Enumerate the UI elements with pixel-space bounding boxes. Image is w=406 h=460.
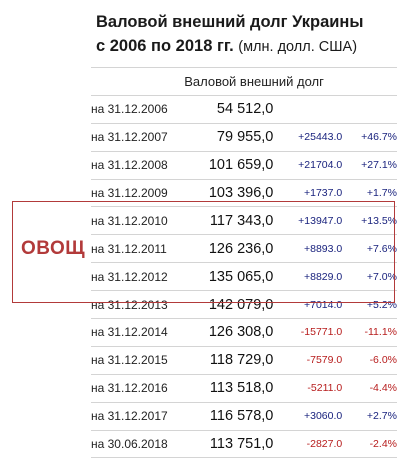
table-body: на 31.12.2006 54 512,0 на 31.12.2007 79 955… [91,95,397,459]
table-row: на 31.12.2014 126 308,0 -15771.0 -11.1% [91,318,397,347]
row-change-pct: +7.0% [342,262,397,292]
table-header-row: Валовой внешний долг [91,67,397,96]
table-row: на 31.12.2011 126 236,0 +8893.0 +7.6% [91,234,397,264]
row-change-abs [273,95,343,124]
row-change-abs: +25443.0 [273,123,343,152]
row-change-pct: +27.1% [342,151,397,180]
row-date: на 31.12.2016 [91,374,185,403]
row-value: 113 518,0 [184,374,274,403]
row-change-pct: +2.7% [342,402,397,431]
row-date: на 31.12.2014 [91,318,185,347]
table-row: на 31.12.2012 135 065,0 +8829.0 +7.0% [91,262,397,292]
row-change-abs: -5211.0 [273,374,343,403]
row-value: 103 396,0 [184,179,274,208]
row-value: 126 236,0 [184,234,274,264]
table-row: на 30.06.2018 113 751,0 -2827.0 -2.4% [91,430,397,459]
row-date: на 31.12.2012 [91,262,185,292]
row-change-abs: -15771.0 [273,318,343,347]
row-date: на 31.12.2008 [91,151,185,180]
row-change-pct: +46.7% [342,123,397,152]
row-date: на 31.12.2011 [91,234,185,264]
row-value: 116 578,0 [184,402,274,431]
row-change-pct: +1.7% [342,179,397,208]
row-change-abs: -2827.0 [273,430,343,459]
row-value: 54 512,0 [184,95,274,124]
row-value: 135 065,0 [184,262,274,292]
row-value: 142 079,0 [184,290,274,320]
row-value: 118 729,0 [184,346,274,375]
table-row: на 31.12.2007 79 955,0 +25443.0 +46.7% [91,123,397,152]
title-line-2: с 2006 по 2018 гг. (млн. долл. США) [96,34,401,59]
header-value-cell: Валовой внешний долг [184,67,397,96]
table-row: на 31.12.2009 103 396,0 +1737.0 +1.7% [91,179,397,208]
row-date: на 31.12.2007 [91,123,185,152]
row-change-abs: +1737.0 [273,179,343,208]
table-row: на 31.12.2013 142 079,0 +7014.0 +5.2% [91,290,397,320]
table-row: на 31.12.2008 101 659,0 +21704.0 +27.1% [91,151,397,180]
row-change-abs: +13947.0 [273,206,343,236]
row-change-abs: +3060.0 [273,402,343,431]
row-date: на 30.06.2018 [91,430,185,459]
title-unit: (млн. долл. США) [238,39,358,55]
row-value: 117 343,0 [184,206,274,236]
row-value: 101 659,0 [184,151,274,180]
row-change-pct: -4.4% [342,374,397,403]
row-change-abs: +8829.0 [273,262,343,292]
table-row: на 31.12.2006 54 512,0 [91,95,397,124]
table-row: на 31.12.2016 113 518,0 -5211.0 -4.4% [91,374,397,403]
table-row: на 31.12.2015 118 729,0 -7579.0 -6.0% [91,346,397,375]
row-change-abs: -7579.0 [273,346,343,375]
row-date: на 31.12.2009 [91,179,185,208]
header-date-cell [91,67,185,96]
row-change-pct: -6.0% [342,346,397,375]
row-date: на 31.12.2013 [91,290,185,320]
row-change-pct: +7.6% [342,234,397,264]
row-value: 113 751,0 [184,430,274,459]
title-line-1: Валовой внешний долг Украины [96,13,364,31]
row-change-pct: -11.1% [342,318,397,347]
highlight-label: ОВОЩ [21,238,86,259]
row-change-abs: +21704.0 [273,151,343,180]
table-row: на 31.12.2017 116 578,0 +3060.0 +2.7% [91,402,397,431]
table-row: на 31.12.2010 117 343,0 +13947.0 +13.5% [91,206,397,236]
row-change-abs: +7014.0 [273,290,343,320]
row-change-pct: +5.2% [342,290,397,320]
row-change-pct: -2.4% [342,430,397,459]
row-value: 79 955,0 [184,123,274,152]
row-date: на 31.12.2010 [91,206,185,236]
row-date: на 31.12.2017 [91,402,185,431]
row-date: на 31.12.2015 [91,346,185,375]
highlight-box [12,201,395,303]
row-date: на 31.12.2006 [91,95,185,124]
row-change-pct: +13.5% [342,206,397,236]
row-value: 126 308,0 [184,318,274,347]
debt-table: Валовой внешний долг на 31.12.2006 54 512… [91,67,397,459]
row-change-pct [342,95,397,124]
title-period: с 2006 по 2018 гг. [96,37,234,55]
row-change-abs: +8893.0 [273,234,343,264]
page-title: Валовой внешний долг Украины с 2006 по 2… [96,10,401,59]
